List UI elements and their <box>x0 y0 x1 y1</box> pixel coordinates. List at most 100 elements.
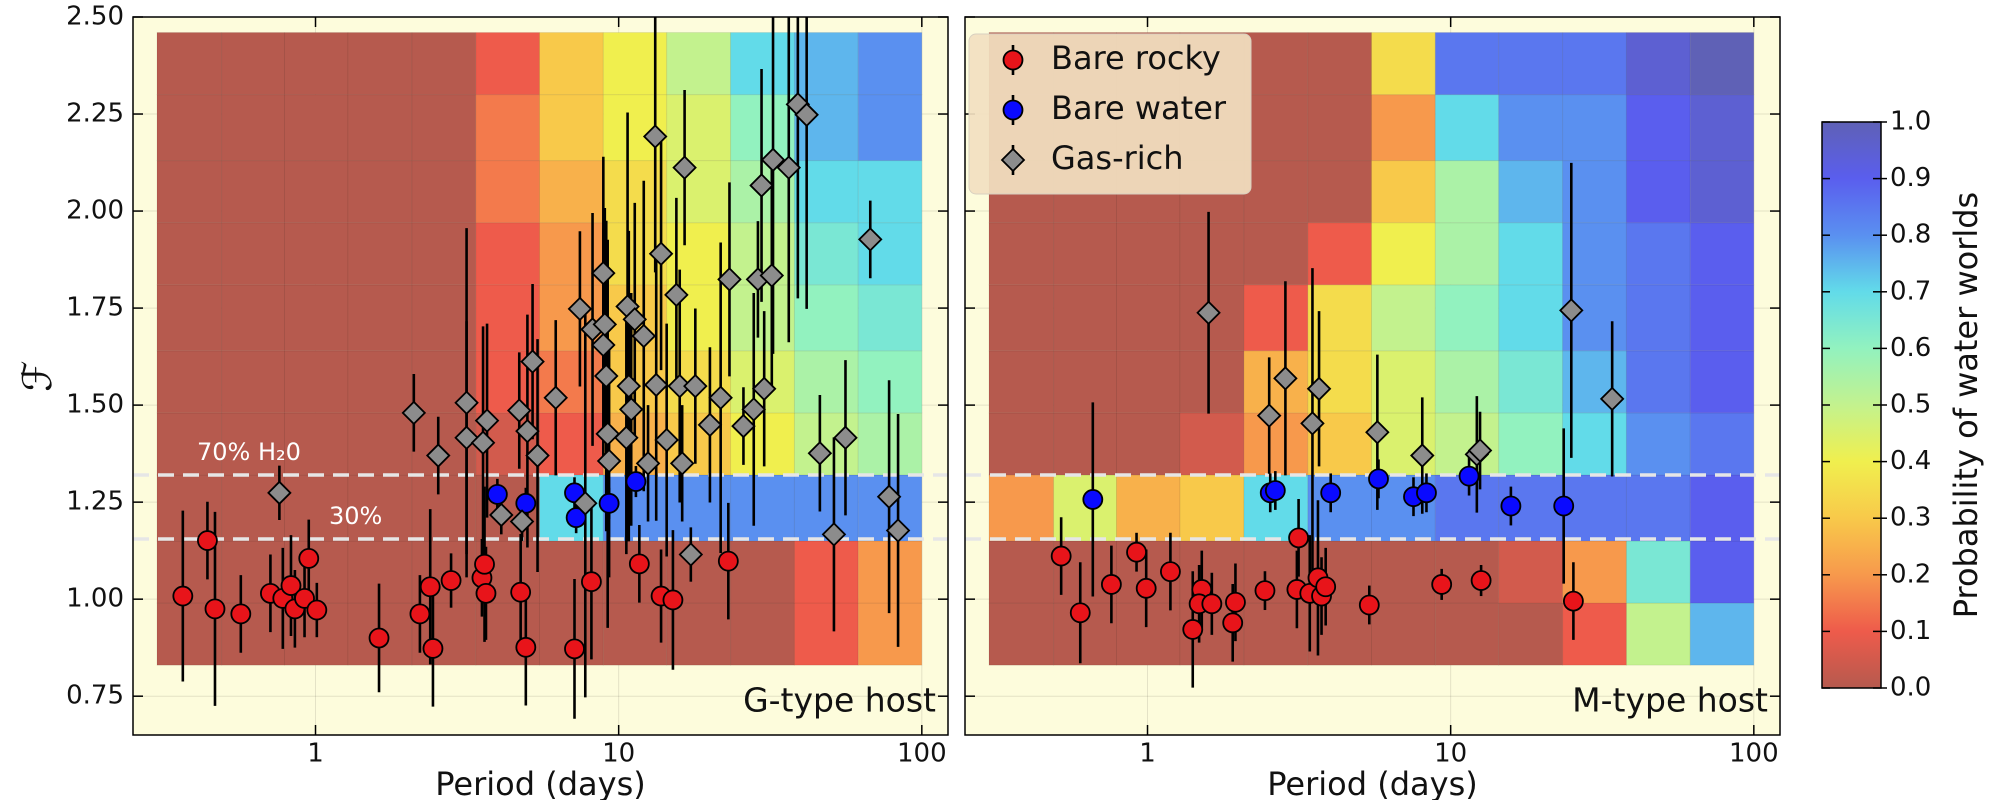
heatmap-cell <box>602 602 668 666</box>
marker <box>1368 468 1389 490</box>
heatmap-cell <box>1370 350 1436 414</box>
marker <box>669 451 695 476</box>
heatmap-cell <box>283 94 349 162</box>
heatmap-cell <box>347 284 413 352</box>
heatmap-cell <box>1625 474 1691 542</box>
heatmap-cell <box>988 412 1055 476</box>
marker <box>1599 386 1625 412</box>
heatmap-cell <box>1243 222 1309 286</box>
marker <box>172 585 194 607</box>
marker <box>625 471 647 492</box>
legend-box <box>968 33 1252 195</box>
marker <box>643 372 669 398</box>
marker <box>708 385 733 411</box>
heatmap-cell <box>221 94 285 162</box>
heatmap-cell <box>1370 602 1436 666</box>
heatmap-cell <box>1053 284 1117 352</box>
heatmap-cell <box>156 474 223 542</box>
panel-annotation: G-type host <box>743 681 936 720</box>
heatmap-cell <box>347 32 413 96</box>
legend-marker <box>1002 99 1024 121</box>
heatmap-cell <box>1179 350 1245 414</box>
marker <box>1273 366 1298 391</box>
marker <box>267 480 292 506</box>
colorbar-tick-label: 0.0 <box>1890 673 1931 703</box>
heatmap-cell <box>475 284 540 352</box>
marker <box>759 263 785 288</box>
heatmap-cell <box>221 350 285 414</box>
heatmap-cell <box>988 284 1055 352</box>
heatmap-cell <box>1498 540 1564 604</box>
marker <box>596 448 622 474</box>
marker <box>1069 602 1091 624</box>
y-axis-label: ℱ <box>15 360 61 391</box>
marker <box>1300 411 1325 436</box>
heatmap-cell <box>1434 350 1500 414</box>
colorbar-tick-label: 0.3 <box>1890 503 1931 533</box>
marker <box>717 550 739 572</box>
heatmap-cell <box>1115 350 1181 414</box>
heatmap-cell <box>1243 32 1309 96</box>
heatmap-cell <box>347 412 413 476</box>
heatmap-cell <box>1307 32 1372 96</box>
reference-label: 70% H₂0 <box>197 438 301 466</box>
heatmap-cell <box>1689 32 1755 96</box>
x-axis-label: Period (days) <box>435 765 645 800</box>
heatmap-cell <box>1370 284 1436 352</box>
heatmap-cell <box>1689 474 1755 542</box>
marker <box>1559 298 1584 323</box>
marker <box>593 363 619 389</box>
heatmap-cell <box>156 222 223 286</box>
heatmap-cell <box>347 222 413 286</box>
heatmap-cell <box>857 284 923 352</box>
heatmap-cell <box>1053 350 1117 414</box>
marker <box>616 373 642 399</box>
marker <box>1225 591 1246 613</box>
marker <box>885 518 911 543</box>
marker <box>662 589 684 611</box>
heatmap-cell <box>1625 160 1691 224</box>
heatmap-cell <box>1625 350 1691 414</box>
heatmap-cell <box>283 284 349 352</box>
marker <box>409 603 431 625</box>
marker <box>591 332 616 358</box>
heatmap-cell <box>1115 222 1181 286</box>
marker <box>833 425 858 450</box>
heatmap-cell <box>1370 412 1436 476</box>
marker <box>654 427 679 453</box>
heatmap-cell <box>666 94 732 162</box>
heatmap-cell <box>1370 32 1436 96</box>
y-tick-label: 0.75 <box>66 681 124 711</box>
heatmap-cell <box>1434 160 1500 224</box>
heatmap-cell <box>411 222 477 286</box>
marker <box>1470 570 1492 591</box>
heatmap-cell <box>1370 540 1436 604</box>
heatmap-cell <box>1562 412 1627 476</box>
heatmap-cell <box>283 222 349 286</box>
heatmap-cell <box>1498 32 1564 96</box>
heatmap-cell <box>1243 94 1309 162</box>
marker <box>509 509 535 534</box>
marker <box>1254 580 1276 602</box>
heatmap-cell <box>283 32 349 96</box>
heatmap-cell <box>793 222 859 286</box>
marker <box>298 548 320 569</box>
marker <box>1126 541 1147 563</box>
x-tick-label: 10 <box>1434 739 1467 769</box>
heatmap-cell <box>666 32 732 96</box>
marker <box>543 385 569 411</box>
marker <box>1458 465 1480 487</box>
colorbar-tick-label: 0.6 <box>1890 333 1931 363</box>
heatmap-cell <box>156 94 223 162</box>
reference-label: 30% <box>329 502 382 530</box>
heatmap-cell <box>988 474 1055 542</box>
marker <box>573 491 598 516</box>
colorbar-tick-label: 0.8 <box>1890 220 1931 250</box>
heatmap-cell <box>1498 284 1564 352</box>
heatmap-cell <box>1115 284 1181 352</box>
heatmap-cell <box>411 32 477 96</box>
marker <box>506 398 532 423</box>
heatmap-cell <box>538 94 604 162</box>
marker <box>618 397 644 422</box>
marker <box>751 376 777 402</box>
